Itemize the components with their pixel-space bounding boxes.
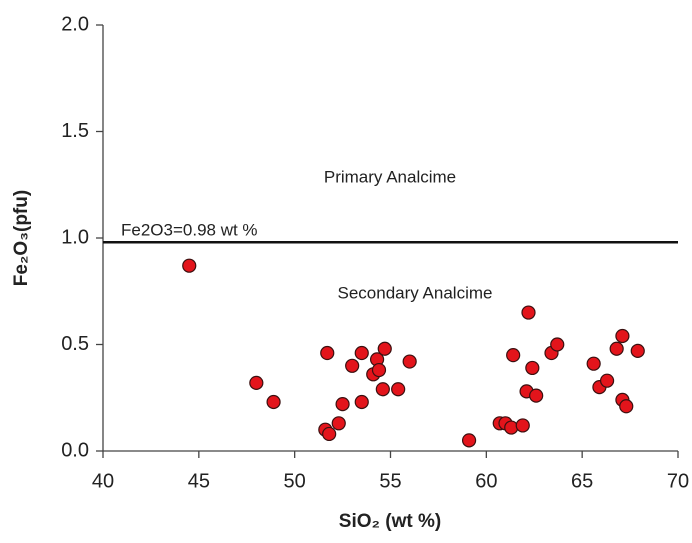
point [402,354,417,369]
y-axis-title: Fe₂O₃(pfu) [11,190,32,286]
point [371,362,387,378]
x-tick-label: 65 [571,470,593,492]
point [182,258,197,273]
point [550,337,565,352]
point [529,388,544,403]
x-tick-label: 70 [667,470,689,492]
point [515,418,530,433]
point [521,305,536,320]
point [609,341,624,356]
point [504,420,519,435]
point [322,426,337,442]
x-tick-label: 45 [188,470,210,492]
x-axis-title: SiO₂ (wt %) [339,511,441,532]
point [249,375,264,390]
point [375,382,390,397]
point [345,358,360,373]
point [391,382,406,397]
point [266,394,281,410]
point [354,345,369,361]
x-tick-label: 40 [92,470,114,492]
y-tick-label: 1.5 [61,120,89,142]
annotation: Secondary Analcime [338,283,493,302]
point [506,348,521,363]
y-tick-label: 1.0 [61,226,89,248]
point [619,399,634,414]
reference-label: Fe2O3=0.98 wt % [121,221,258,240]
x-tick-label: 55 [379,470,401,492]
y-tick-label: 0.0 [61,439,89,461]
point [335,397,350,412]
point [586,356,601,371]
point [599,373,615,388]
point [461,433,477,448]
point [615,328,630,344]
y-tick-label: 0.5 [61,333,89,355]
point [377,341,392,356]
point [331,416,346,431]
annotation: Primary Analcime [324,167,456,186]
point [525,360,540,376]
x-tick-label: 60 [475,470,497,492]
point [320,345,335,361]
point [354,394,369,410]
point [630,343,645,358]
x-tick-label: 50 [284,470,306,492]
y-tick-label: 2.0 [61,13,89,35]
